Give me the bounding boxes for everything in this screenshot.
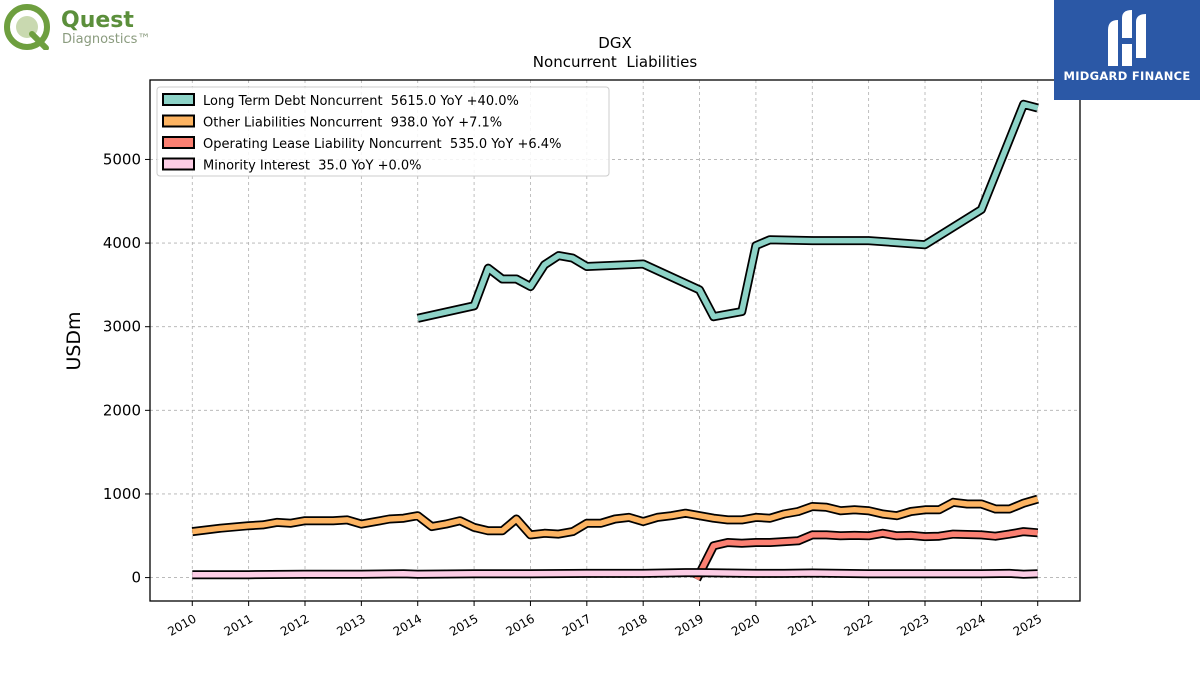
y-tick-label: 4000: [103, 234, 141, 252]
y-tick-label: 5000: [103, 150, 141, 168]
x-axis: 2010 2011 2012 2013 2014 2015 2016 2017 2018 2019…: [165, 601, 1044, 639]
x-tick-label: 2016: [504, 611, 537, 638]
legend-swatch: [162, 136, 195, 149]
y-axis-label: USDm: [63, 311, 85, 370]
legend: Long Term Debt Noncurrent 5615.0 YoY +40…: [156, 86, 610, 177]
legend-label: Other Liabilities Noncurrent 938.0 YoY +…: [203, 116, 502, 131]
x-tick-label: 2023: [898, 611, 931, 638]
quest-brand-text: Quest: [61, 8, 134, 33]
x-tick-label: 2010: [165, 611, 198, 638]
x-tick-label: 2015: [447, 611, 480, 638]
x-tick-label: 2025: [1011, 611, 1044, 638]
legend-swatch: [162, 93, 195, 106]
x-tick-label: 2019: [673, 611, 706, 638]
quest-sub-text: Diagnostics™: [62, 32, 151, 47]
x-tick-label: 2020: [729, 611, 762, 638]
x-tick-label: 2022: [842, 611, 875, 638]
legend-label: Operating Lease Liability Noncurrent 535…: [203, 137, 561, 152]
chart-title: DGX: [598, 34, 631, 52]
legend-label: Long Term Debt Noncurrent 5615.0 YoY +40…: [203, 94, 519, 109]
y-tick-label: 3000: [103, 318, 141, 336]
x-tick-label: 2011: [222, 611, 255, 638]
series-line: [192, 569, 1038, 578]
y-axis: 0 1000 2000 3000 4000 5000: [103, 150, 150, 587]
chart-subtitle: Noncurrent Liabilities: [533, 53, 698, 71]
x-tick-label: 2024: [954, 611, 987, 638]
series-line: [191, 496, 1039, 538]
x-tick-label: 2021: [785, 611, 818, 638]
legend-label: Minority Interest 35.0 YoY +0.0%: [203, 159, 422, 174]
quest-q-icon: [4, 4, 50, 50]
legend-swatch: [162, 114, 195, 128]
series-line-group: [192, 568, 1038, 580]
x-tick-label: 2017: [560, 611, 593, 638]
midgard-m-icon: [1108, 10, 1146, 66]
legend-swatch: [162, 157, 195, 171]
x-tick-label: 2013: [334, 611, 367, 638]
series-line: [417, 101, 1039, 321]
quest-diagnostics-logo: Quest Diagnostics™: [4, 4, 164, 50]
series-line: [694, 528, 1038, 581]
midgard-brand-text: MIDGARD FINANCE: [1063, 69, 1191, 83]
x-tick-label: 2014: [391, 611, 424, 638]
plot-frame: [149, 79, 1081, 602]
x-tick-label: 2012: [278, 611, 311, 638]
series-line-group: [416, 99, 1039, 323]
series-line-group: [191, 494, 1039, 540]
y-tick-label: 2000: [103, 401, 141, 419]
y-tick-label: 1000: [103, 485, 141, 503]
x-tick-label: 2018: [616, 611, 649, 638]
series-line-group: [692, 527, 1039, 582]
midgard-finance-logo: MIDGARD FINANCE: [1054, 0, 1200, 100]
legend-box: [156, 86, 610, 177]
series-lines: [191, 99, 1039, 582]
y-tick-label: 0: [131, 569, 141, 587]
